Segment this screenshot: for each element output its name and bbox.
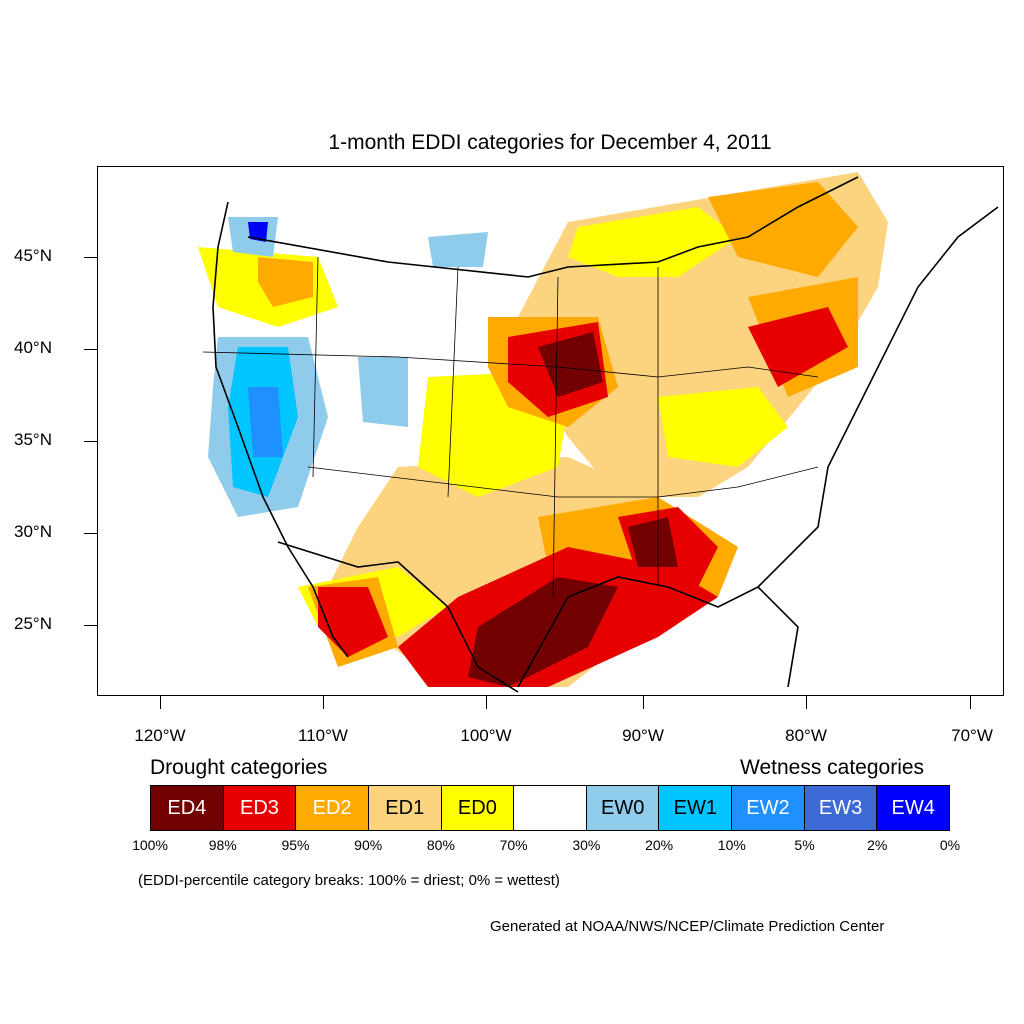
legend-box-ed1: ED1: [368, 786, 442, 830]
percentile-label: 95%: [281, 837, 310, 853]
lat-label-40: 40°N: [14, 338, 52, 357]
percentile-label: 10%: [717, 837, 746, 853]
lat-tick-25: [84, 625, 97, 626]
legend-box-none: [514, 786, 587, 830]
lon-label-80: 80°W: [785, 726, 827, 745]
lon-label-100: 100°W: [460, 726, 512, 745]
state-lines: [202, 256, 819, 598]
map-panel: [97, 166, 1004, 696]
lon-label-120: 120°W: [134, 726, 186, 745]
legend-box-ew2: EW2: [732, 786, 805, 830]
percentile-label: 80%: [426, 837, 455, 853]
lon-tick-80: [806, 696, 807, 709]
legend-box-ew3: EW3: [804, 786, 878, 830]
percentile-label: 100%: [132, 837, 168, 853]
lat-label-35: 35°N: [14, 430, 52, 449]
percentile-label: 98%: [208, 837, 237, 853]
lon-label-70: 70°W: [951, 726, 993, 745]
map-title: 1-month EDDI categories for December 4, …: [328, 131, 772, 154]
percentile-label: 5%: [794, 837, 815, 853]
lat-tick-35: [84, 441, 97, 442]
legend-box-ed4: ED4: [151, 786, 224, 830]
percentile-label: 20%: [645, 837, 674, 853]
lon-label-110: 110°W: [298, 726, 348, 745]
lat-tick-40: [84, 349, 97, 350]
legend-box-ew0: EW0: [586, 786, 660, 830]
lat-label-45: 45°N: [14, 246, 52, 265]
credit-line: Generated at NOAA/NWS/NCEP/Climate Predi…: [490, 918, 885, 935]
percentile-label: 0%: [939, 837, 961, 853]
category-colorbar: ED4 ED3 ED2 ED1 ED0 EW0 EW1 EW2 EW3 EW4: [150, 785, 950, 831]
lon-tick-100: [486, 696, 487, 709]
percentile-label: 30%: [572, 837, 601, 853]
drought-heading: Drought categories: [150, 756, 328, 779]
lat-tick-30: [84, 533, 97, 534]
percentile-label: 90%: [354, 837, 383, 853]
category-note: (EDDI-percentile category breaks: 100% =…: [138, 872, 560, 889]
legend-box-ew1: EW1: [659, 786, 733, 830]
legend-box-ed2: ED2: [296, 786, 369, 830]
lat-label-25: 25°N: [14, 614, 52, 633]
lon-tick-120: [160, 696, 161, 709]
legend-box-ed3: ED3: [223, 786, 297, 830]
category-shading: [198, 172, 888, 687]
lon-tick-70: [970, 696, 971, 709]
legend-box-ew4: EW4: [877, 786, 950, 830]
percentile-label: 70%: [499, 837, 528, 853]
percentile-label: 2%: [867, 837, 888, 853]
eddi-map: [198, 172, 999, 693]
lat-tick-45: [84, 257, 97, 258]
boundaries: [212, 176, 999, 693]
legend-box-ed0: ED0: [441, 786, 515, 830]
lat-label-30: 30°N: [14, 522, 52, 541]
lon-label-90: 90°W: [622, 726, 664, 745]
lon-tick-90: [643, 696, 644, 709]
wetness-heading: Wetness categories: [740, 756, 925, 779]
lon-tick-110: [323, 696, 324, 709]
